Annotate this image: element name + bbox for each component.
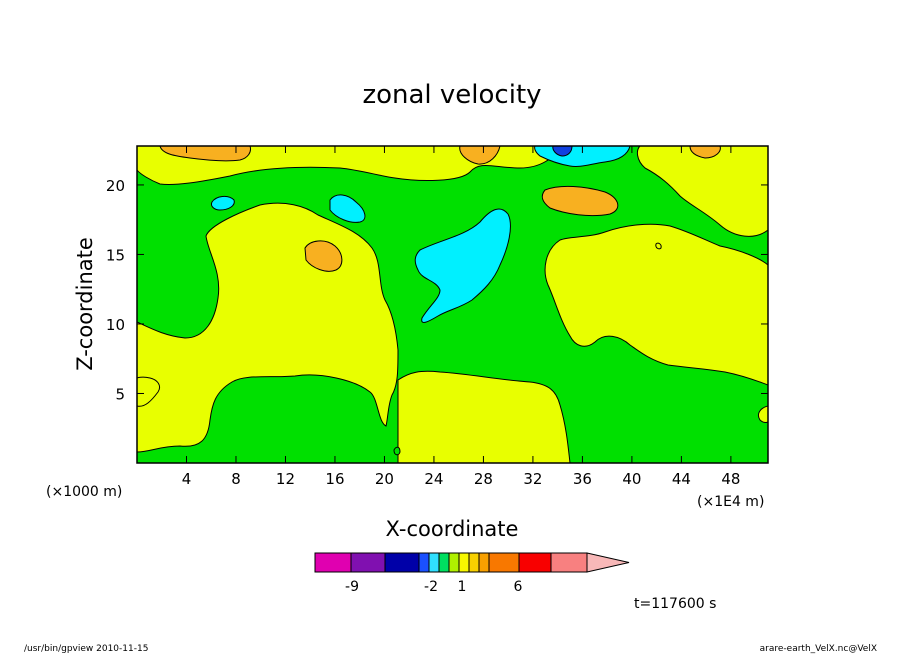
region-orange-right bbox=[541, 185, 619, 217]
colorbar-tick-label: -9 bbox=[345, 579, 359, 595]
region-yellow-bottom-center bbox=[397, 370, 571, 463]
colorbar-extend-arrow bbox=[586, 552, 630, 573]
y-tick-label: 15 bbox=[106, 246, 125, 264]
colorbar-cell bbox=[448, 552, 460, 573]
x-unit-label: (×1E4 m) bbox=[697, 494, 764, 510]
x-tick-label: 24 bbox=[424, 470, 443, 488]
colorbar-cell bbox=[458, 552, 470, 573]
region-yellow-bottom-left bbox=[137, 376, 161, 407]
colorbar-cell bbox=[384, 552, 420, 573]
colorbar-cell bbox=[428, 552, 440, 573]
region-yellow-top-right bbox=[636, 146, 768, 237]
region-cyan-upper-left bbox=[211, 195, 235, 211]
x-tick-label: 12 bbox=[276, 470, 295, 488]
footer-right: arare-earth_VelX.nc@VelX bbox=[760, 644, 877, 654]
y-tick-label: 20 bbox=[106, 177, 125, 195]
colorbar: -9 -2 1 6 bbox=[314, 552, 630, 595]
region-cyan-center bbox=[414, 208, 511, 323]
colorbar-cell bbox=[550, 552, 588, 573]
colorbar-tick-label: 6 bbox=[514, 579, 523, 595]
plot-frame bbox=[136, 145, 769, 464]
colorbar-tick-label: 1 bbox=[458, 579, 467, 595]
colorbar-cell bbox=[468, 552, 480, 573]
region-orange-top-right bbox=[689, 146, 721, 159]
region-orange-top-center bbox=[459, 146, 501, 165]
colorbar-cell bbox=[350, 552, 386, 573]
x-tick-label: 32 bbox=[523, 470, 542, 488]
x-tick-label: 8 bbox=[231, 470, 241, 488]
x-tick-label: 16 bbox=[325, 470, 344, 488]
colorbar-cell bbox=[518, 552, 552, 573]
colorbar-cell bbox=[478, 552, 490, 573]
footer-left: /usr/bin/gpview 2010-11-15 bbox=[24, 644, 148, 654]
colorbar-tick-label: -2 bbox=[424, 579, 438, 595]
y-unit-label: (×1000 m) bbox=[46, 484, 122, 500]
x-axis: 4 8 12 16 20 24 28 32 36 40 44 48 bbox=[182, 146, 740, 488]
contour-field bbox=[137, 146, 768, 463]
chart-title: zonal velocity bbox=[362, 80, 541, 110]
colorbar-cell bbox=[418, 552, 430, 573]
region-orange-top-left bbox=[159, 146, 251, 162]
colorbar-cell bbox=[438, 552, 450, 573]
colorbar-cell bbox=[314, 552, 352, 573]
x-tick-label: 48 bbox=[721, 470, 740, 488]
y-tick-label: 5 bbox=[115, 385, 125, 403]
region-orange-mid bbox=[304, 240, 343, 272]
x-tick-label: 28 bbox=[474, 470, 493, 488]
colorbar-cell bbox=[488, 552, 520, 573]
x-tick-label: 36 bbox=[573, 470, 592, 488]
region-blue-top-right bbox=[552, 146, 573, 157]
y-tick-label: 10 bbox=[106, 316, 125, 334]
time-label: t=117600 s bbox=[634, 596, 716, 612]
x-tick-label: 44 bbox=[672, 470, 691, 488]
region-green-island bbox=[393, 446, 401, 456]
x-axis-label: X-coordinate bbox=[386, 517, 519, 541]
region-yellow-island-right bbox=[655, 242, 662, 250]
x-tick-label: 40 bbox=[622, 470, 641, 488]
x-tick-label: 4 bbox=[182, 470, 192, 488]
x-tick-label: 20 bbox=[375, 470, 394, 488]
y-axis: 5 10 15 20 bbox=[106, 177, 768, 403]
y-axis-label: Z-coordinate bbox=[73, 237, 97, 371]
region-cyan-upper-center bbox=[329, 194, 366, 223]
region-yellow-right bbox=[544, 223, 768, 386]
